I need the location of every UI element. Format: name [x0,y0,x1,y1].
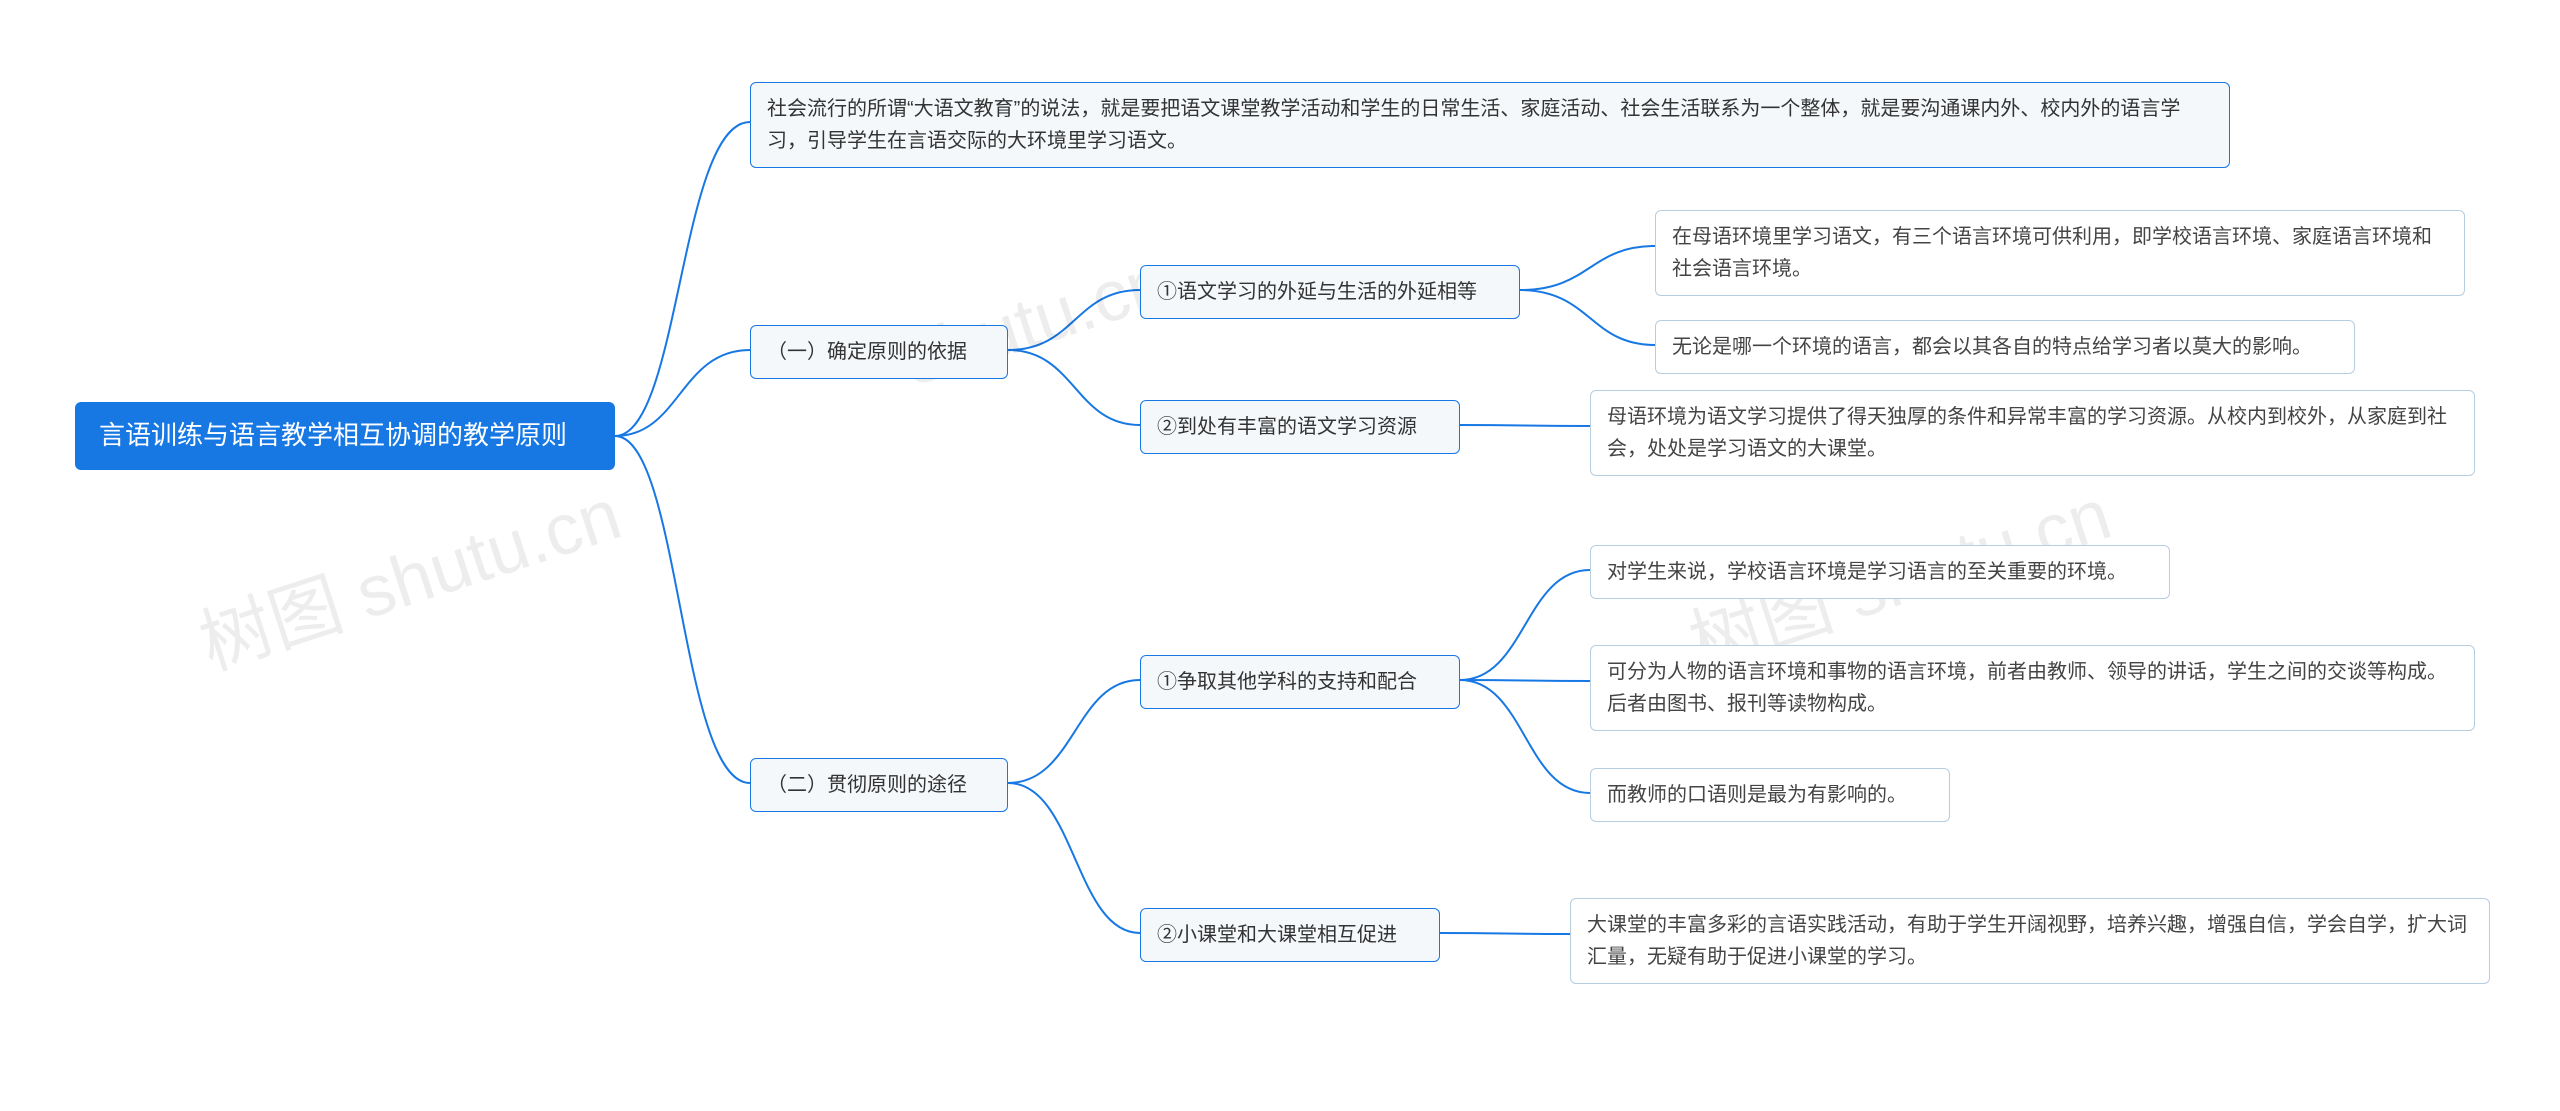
leaf-node[interactable]: 大课堂的丰富多彩的言语实践活动，有助于学生开阔视野，培养兴趣，增强自信，学会自学… [1570,898,2490,984]
mindmap-container: 树图 shutu.cn shutu.cn 树图 shutu.cn 言语训练与语言… [0,0,2560,1111]
root-node[interactable]: 言语训练与语言教学相互协调的教学原则 [75,402,615,470]
leaf-node[interactable]: 对学生来说，学校语言环境是学习语言的至关重要的环境。 [1590,545,2170,599]
branch-node[interactable]: （二）贯彻原则的途径 [750,758,1008,812]
leaf-node[interactable]: 在母语环境里学习语文，有三个语言环境可供利用，即学校语言环境、家庭语言环境和社会… [1655,210,2465,296]
sub-branch-node[interactable]: ②小课堂和大课堂相互促进 [1140,908,1440,962]
sub-branch-node[interactable]: ②到处有丰富的语文学习资源 [1140,400,1460,454]
leaf-node[interactable]: 母语环境为语文学习提供了得天独厚的条件和异常丰富的学习资源。从校内到校外，从家庭… [1590,390,2475,476]
leaf-node[interactable]: 可分为人物的语言环境和事物的语言环境，前者由教师、领导的讲话，学生之间的交谈等构… [1590,645,2475,731]
leaf-node[interactable]: 无论是哪一个环境的语言，都会以其各自的特点给学习者以莫大的影响。 [1655,320,2355,374]
sub-branch-node[interactable]: ①争取其他学科的支持和配合 [1140,655,1460,709]
intro-node[interactable]: 社会流行的所谓“大语文教育”的说法，就是要把语文课堂教学活动和学生的日常生活、家… [750,82,2230,168]
leaf-node[interactable]: 而教师的口语则是最为有影响的。 [1590,768,1950,822]
branch-node[interactable]: （一）确定原则的依据 [750,325,1008,379]
watermark: 树图 shutu.cn [184,455,631,690]
sub-branch-node[interactable]: ①语文学习的外延与生活的外延相等 [1140,265,1520,319]
